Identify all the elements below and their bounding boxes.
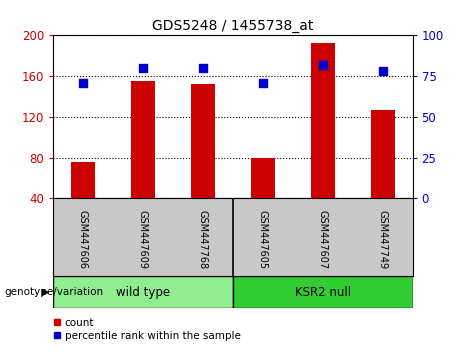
Bar	[191, 84, 215, 198]
Bar	[233, 276, 413, 308]
Point	[79, 80, 87, 85]
Point	[139, 65, 147, 71]
Text: wild type: wild type	[116, 286, 170, 298]
Point	[199, 65, 207, 71]
Text: GSM447606: GSM447606	[78, 210, 88, 269]
Legend: count, percentile rank within the sample: count, percentile rank within the sample	[49, 314, 245, 345]
Bar	[371, 110, 395, 198]
Bar	[251, 158, 275, 198]
Text: GSM447749: GSM447749	[378, 210, 388, 269]
Text: GSM447609: GSM447609	[138, 210, 148, 269]
Point	[319, 62, 326, 68]
Point	[379, 68, 386, 74]
Text: KSR2 null: KSR2 null	[295, 286, 351, 298]
Bar	[71, 161, 95, 198]
Bar	[311, 42, 335, 198]
Text: GSM447607: GSM447607	[318, 210, 328, 269]
Point	[259, 80, 266, 85]
Text: ▶: ▶	[41, 287, 49, 297]
Title: GDS5248 / 1455738_at: GDS5248 / 1455738_at	[152, 19, 313, 33]
Bar	[131, 81, 155, 198]
Text: GSM447605: GSM447605	[258, 210, 268, 269]
Bar	[53, 276, 233, 308]
Text: GSM447768: GSM447768	[198, 210, 208, 269]
Text: genotype/variation: genotype/variation	[5, 287, 104, 297]
